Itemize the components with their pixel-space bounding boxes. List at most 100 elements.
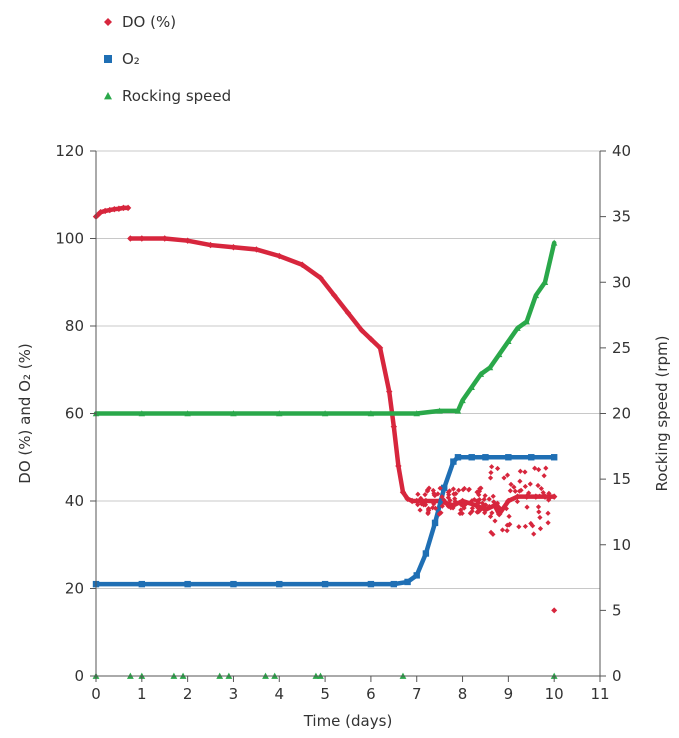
- data-point: [432, 492, 438, 499]
- data-point: [522, 469, 528, 475]
- data-point: [230, 580, 237, 588]
- data-point: [422, 550, 430, 557]
- data-point: [429, 505, 436, 511]
- data-point: [491, 499, 497, 505]
- data-point: [505, 338, 512, 345]
- legend-item: Rocking speed: [104, 87, 231, 105]
- data-point: [505, 454, 512, 461]
- data-point: [504, 528, 510, 534]
- data-point: [481, 496, 487, 503]
- data-point: [486, 496, 492, 502]
- data-point: [456, 487, 462, 493]
- x-tick-label: 9: [504, 685, 514, 703]
- data-point: [120, 204, 127, 212]
- y-axis-title: DO (%) and O₂ (%): [16, 343, 34, 483]
- data-point: [317, 274, 324, 282]
- data-point: [97, 209, 104, 216]
- x-tick-label: 8: [458, 685, 468, 703]
- data-point: [184, 410, 191, 417]
- data-point: [184, 237, 191, 244]
- x-tick-label: 3: [229, 685, 239, 703]
- y2-tick-label: 40: [612, 142, 631, 160]
- data-point: [106, 206, 113, 214]
- data-point: [441, 484, 448, 492]
- data-point: [532, 292, 540, 299]
- legend-marker: [104, 18, 112, 26]
- axes: 0 1 2 3 4 5 6 7 8 9 10 1102040608010012005101520253…: [55, 142, 631, 703]
- data-point: [489, 464, 495, 470]
- data-point: [413, 410, 420, 417]
- data-point: [535, 482, 541, 489]
- data-point: [466, 487, 472, 493]
- data-point: [276, 252, 283, 260]
- data-point: [541, 279, 549, 285]
- data-point: [535, 504, 542, 510]
- data-point: [124, 204, 132, 212]
- data-point: [516, 524, 522, 530]
- data-point: [404, 495, 411, 503]
- data-point: [511, 484, 517, 490]
- data-point: [514, 493, 521, 500]
- data-point: [452, 496, 458, 502]
- data-point: [537, 493, 543, 499]
- data-point: [517, 468, 523, 474]
- data-point: [452, 502, 458, 508]
- data-point: [445, 489, 451, 495]
- data-point: [138, 410, 146, 417]
- data-point: [540, 490, 546, 496]
- data-point: [541, 473, 547, 479]
- data-point: [276, 580, 283, 588]
- data-point: [450, 458, 457, 465]
- data-point: [532, 493, 540, 500]
- x-tick-label: 5: [320, 685, 330, 703]
- data-point: [528, 520, 534, 527]
- y2-tick-label: 0: [612, 667, 622, 685]
- data-point: [468, 384, 475, 390]
- data-point: [487, 475, 494, 481]
- y2-tick-label: 25: [612, 339, 631, 357]
- data-point: [424, 488, 430, 494]
- y-tick-label: 120: [55, 142, 84, 160]
- data-point: [482, 493, 488, 499]
- data-point: [451, 491, 457, 497]
- x-tick-label: 6: [366, 685, 376, 703]
- x-tick-label: 10: [545, 685, 564, 703]
- data-point: [367, 410, 375, 417]
- data-point: [508, 481, 514, 487]
- data-point: [524, 504, 530, 510]
- data-point: [115, 205, 123, 212]
- data-point: [536, 509, 542, 515]
- legend-marker: [104, 92, 112, 100]
- data-point: [496, 510, 503, 518]
- data-point-outlier: [551, 607, 558, 614]
- data-point: [523, 318, 530, 325]
- plot-area: [92, 204, 558, 679]
- data-point: [546, 490, 552, 496]
- data-point: [437, 485, 443, 491]
- series-trace: [93, 240, 557, 416]
- data-point: [476, 492, 482, 498]
- y-tick-label: 40: [65, 492, 84, 510]
- y2-tick-label: 35: [612, 208, 631, 226]
- data-point: [545, 510, 551, 516]
- data-point: [471, 497, 477, 503]
- series-0: [92, 204, 558, 518]
- data-point: [390, 580, 398, 588]
- data-point: [321, 410, 329, 417]
- data-point: [543, 465, 549, 471]
- data-point: [469, 498, 475, 504]
- data-point: [550, 493, 558, 500]
- data-point: [517, 478, 523, 484]
- do-scatter-band: [415, 464, 558, 614]
- data-point: [399, 489, 407, 496]
- legend-item: O₂: [104, 50, 140, 68]
- y2-tick-label: 5: [612, 601, 622, 619]
- x-axis-title: Time (days): [303, 712, 393, 730]
- data-point: [507, 521, 513, 527]
- series-1: [92, 454, 558, 588]
- legend-label: Rocking speed: [122, 87, 231, 105]
- data-point: [431, 519, 439, 527]
- data-point: [545, 520, 551, 526]
- data-point: [450, 486, 456, 492]
- data-point: [478, 485, 484, 491]
